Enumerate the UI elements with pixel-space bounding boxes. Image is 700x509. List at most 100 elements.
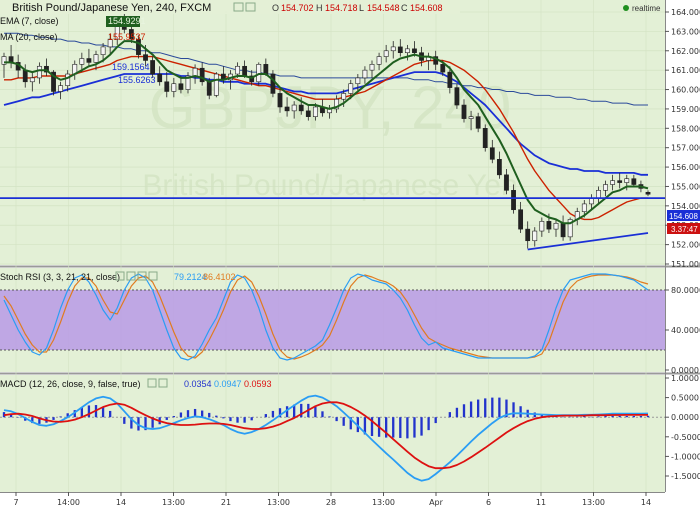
trendline[interactable] <box>527 232 649 251</box>
candle-body <box>341 93 347 100</box>
price-tick-label: 157.000 <box>671 144 700 153</box>
stoch-legend-label[interactable]: Stoch RSI (3, 3, 21, 21, close) <box>0 272 120 282</box>
ohlc-open-label: O <box>272 3 279 13</box>
time-tick-label: 14 <box>116 498 126 507</box>
candle-body <box>199 67 205 83</box>
candle-body <box>355 77 361 85</box>
time-tick-label: 13:00 <box>267 498 290 507</box>
ma-row3-legend-value: 159.1564 <box>112 62 150 72</box>
time-tick-label: 11 <box>536 498 546 507</box>
price-tick-label: 162.000 <box>671 47 700 56</box>
candle-body <box>447 71 453 88</box>
macd-legend-label[interactable]: MACD (12, 26, close, 9, false, true) <box>0 379 141 389</box>
price-tick-label: 159.000 <box>671 105 700 114</box>
price-tick-label: 158.000 <box>671 124 700 133</box>
stoch-legend-settings-icon[interactable] <box>115 271 125 281</box>
stoch-legend-more-icon[interactable] <box>148 271 158 281</box>
candle-body <box>525 228 531 242</box>
time-tick-label: 28 <box>326 498 336 507</box>
time-axis-background <box>0 492 665 509</box>
stoch-legend-close-icon[interactable] <box>126 271 136 281</box>
ma20-legend-label[interactable]: MA (20, close) <box>0 32 58 42</box>
ohlc-open-value: 154.702 <box>281 3 314 13</box>
ohlc-low-value: 154.548 <box>367 3 400 13</box>
candles <box>1 13 651 249</box>
macd-hist-value: 0.0354 <box>184 379 212 389</box>
candle-body <box>496 159 502 176</box>
candle-body <box>645 191 651 195</box>
candle-body <box>157 73 163 83</box>
ma20-line <box>4 55 648 221</box>
stoch-tick-label: 40.0000 <box>671 326 700 335</box>
watermark-name: British Pound/Japanese Yen <box>142 169 517 202</box>
macd-signal-value: 0.0593 <box>244 379 272 389</box>
candle-body <box>51 71 56 92</box>
ema7-legend-value: 154.9291 <box>108 16 146 26</box>
candle-body <box>107 38 113 48</box>
macd-tick-label: 0.5000 <box>671 394 699 403</box>
candle-body <box>44 65 49 73</box>
time-tick-label: 6 <box>486 498 491 507</box>
candle-body <box>390 46 396 52</box>
candle-body <box>171 83 177 92</box>
time-tick-label: 13:00 <box>372 498 395 507</box>
candle-body <box>242 65 248 77</box>
ema7-legend-label[interactable]: EMA (7, close) <box>0 16 59 26</box>
candle-body <box>539 221 545 232</box>
candle-body <box>263 64 269 75</box>
macd-legend-settings-icon[interactable] <box>147 378 157 388</box>
trendline-group[interactable] <box>527 232 649 251</box>
candle-body <box>298 104 304 112</box>
candle-body <box>603 184 608 191</box>
candle-body <box>100 46 106 55</box>
candle-body <box>518 209 524 230</box>
candle-body <box>58 85 64 92</box>
ohlc-low-label: L <box>359 3 364 13</box>
candle-body <box>305 110 311 117</box>
time-tick-label: 13:00 <box>162 498 185 507</box>
candle-body <box>440 64 446 73</box>
candle-body <box>617 180 623 183</box>
macd-tick-label: -1.0000 <box>671 452 700 461</box>
ma-row4-legend-value: 155.6263 <box>118 75 156 85</box>
candle-body <box>22 69 28 83</box>
chart-title: British Pound/Japanese Yen, 240, FXCM <box>12 2 211 14</box>
macd-signal-line <box>3 401 648 470</box>
candle-body <box>270 73 276 94</box>
candle-body <box>128 29 134 40</box>
candle-body <box>29 77 35 83</box>
time-tick-label: 7 <box>13 498 18 507</box>
title-close-icon[interactable] <box>245 2 256 12</box>
second-price-badge-text: 3.37:47 <box>671 225 698 234</box>
candle-body <box>348 83 354 94</box>
stoch-legend-eye-icon[interactable] <box>137 271 147 281</box>
ohlc-close-value: 154.608 <box>410 3 443 13</box>
candle-body <box>86 58 92 63</box>
macd-tick-label: -0.5000 <box>671 433 700 442</box>
stoch-d-value: 86.4102 <box>203 272 236 282</box>
time-tick-label: 14:00 <box>57 498 80 507</box>
candle-body <box>362 69 368 79</box>
candle-body <box>150 60 156 75</box>
candle-body <box>334 98 340 110</box>
stoch-tick-label: 0.0000 <box>671 366 699 375</box>
candle-body <box>397 46 403 54</box>
price-tick-label: 154.000 <box>671 202 700 211</box>
macd-legend-close-icon[interactable] <box>158 378 168 388</box>
title-settings-icon[interactable] <box>233 2 244 12</box>
macd-tick-label: -1.5000 <box>671 472 700 481</box>
last-price-badge-text: 154.608 <box>669 212 698 221</box>
candle-body <box>475 116 481 129</box>
ohlc-close-label: C <box>401 3 408 13</box>
candle-body <box>36 65 42 79</box>
ohlc-high-value: 154.718 <box>325 3 358 13</box>
macd-series <box>2 394 650 482</box>
candle-body <box>284 106 290 112</box>
candle-body <box>482 128 488 148</box>
macd-tick-label: 0.0000 <box>671 413 699 422</box>
candle-body <box>383 50 389 57</box>
candle-body <box>454 87 460 106</box>
candle-body <box>511 190 516 211</box>
candle-body <box>93 54 99 63</box>
